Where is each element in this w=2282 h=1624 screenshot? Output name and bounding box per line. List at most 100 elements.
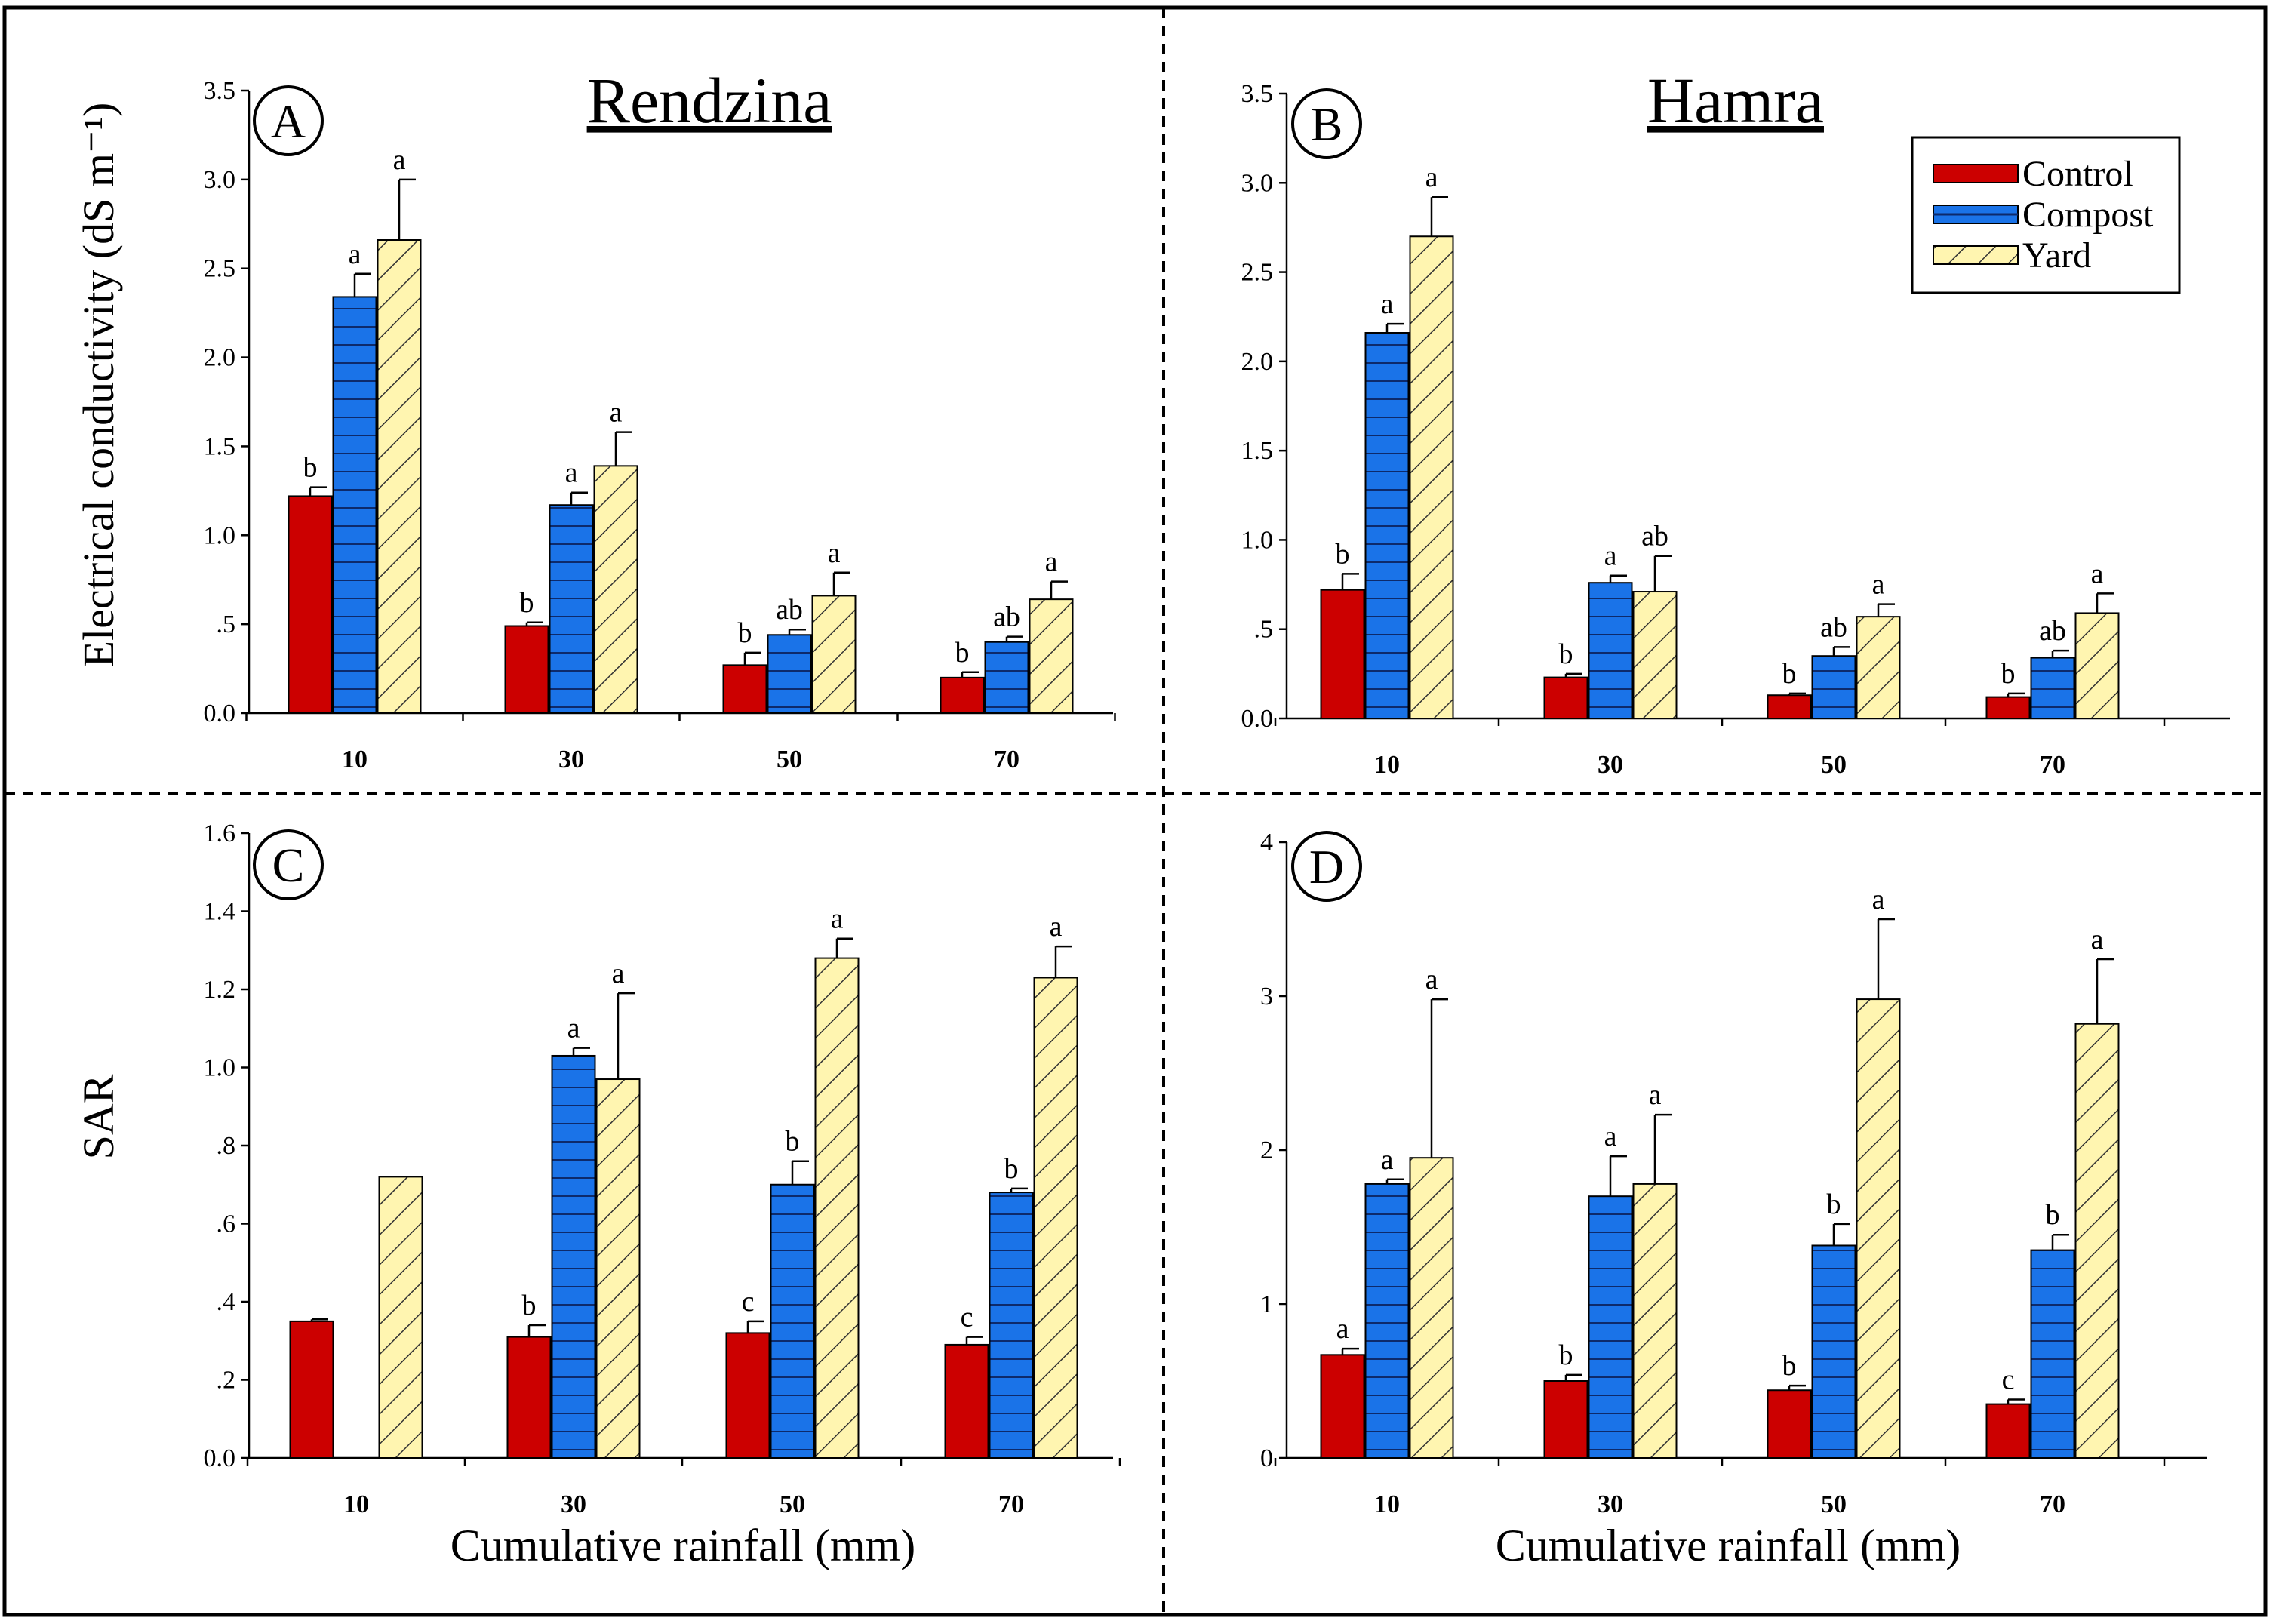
panel-b-text: B [1311, 97, 1343, 151]
significance-letter: a [1604, 540, 1617, 572]
bar-compost-10 [1364, 1183, 1410, 1459]
bar-compost-30 [1588, 1195, 1633, 1459]
bar-control-50 [725, 1332, 770, 1459]
bar-control-10 [1320, 589, 1365, 719]
significance-letter: a [1425, 161, 1438, 193]
bar-yard-30 [1632, 1183, 1678, 1459]
significance-letter: a [2091, 558, 2104, 589]
outer-frame [2, 5, 2268, 1617]
significance-letter: ab [993, 601, 1020, 633]
y-tick-label: 0.0 [204, 700, 236, 727]
y-tick-label: 1.2 [204, 976, 236, 1004]
bar-yard-50 [811, 595, 857, 715]
y-tick-label: 1.4 [204, 898, 236, 926]
significance-letter: a [349, 238, 361, 270]
bar-control-10 [288, 495, 333, 715]
panel-a-text: A [271, 94, 306, 148]
significance-letter: b [1559, 638, 1573, 670]
bar-compost-10 [1364, 332, 1410, 719]
plot-area: 0.0.51.01.52.02.53.03.510baa30baa50baba7… [204, 77, 2230, 1518]
significance-letter: a [610, 397, 623, 429]
bar-control-50 [1767, 1389, 1812, 1459]
y-tick-label: 2.5 [1241, 259, 1274, 287]
significance-letter: b [955, 637, 970, 669]
y-tick-label: 2.0 [204, 344, 236, 372]
significance-letter: b [1827, 1189, 1841, 1220]
significance-letter: ab [2039, 615, 2066, 647]
bar-compost-70 [2030, 1249, 2075, 1459]
bar-compost-10 [332, 296, 377, 714]
y-tick-label: 3 [1260, 983, 1273, 1010]
y-tick-label: 1.6 [204, 820, 236, 847]
bar-control-70 [1985, 1403, 2031, 1459]
y-tick-label: .8 [217, 1132, 236, 1160]
legend: Control Compost Yard [1911, 136, 2181, 294]
significance-letter: a [1381, 1144, 1394, 1176]
significance-letter: a [831, 903, 844, 935]
y-tick-label: 2 [1260, 1136, 1273, 1164]
y-tick-label: 0 [1260, 1444, 1273, 1472]
significance-letter: a [1872, 884, 1885, 915]
bar-yard-10 [1409, 1157, 1454, 1459]
y-tick-label: .2 [217, 1367, 236, 1395]
legend-label-control: Control [2022, 154, 2133, 194]
xlabel-c: Cumulative rainfall (mm) [451, 1521, 916, 1570]
x-tick-label: 50 [780, 1490, 805, 1518]
bar-compost-70 [989, 1192, 1034, 1459]
y-tick-label: .4 [217, 1288, 236, 1316]
x-tick-label: 70 [998, 1490, 1024, 1518]
y-tick-label: .5 [217, 611, 236, 638]
significance-letter: b [303, 452, 318, 484]
significance-letter: ab [1641, 521, 1668, 552]
panel-a: 0.0.51.01.52.02.53.03.510baa30baa50baba7… [204, 77, 1116, 774]
bar-control-50 [722, 664, 767, 714]
y-tick-label: 2.5 [204, 255, 236, 283]
y-tick-label: 1.5 [1241, 437, 1274, 465]
significance-letter: c [742, 1286, 755, 1318]
bar-yard-70 [2074, 1023, 2120, 1459]
bar-yard-10 [377, 239, 422, 714]
ylabel-sar: SAR [74, 1074, 123, 1159]
panel-a-label: A [253, 85, 324, 156]
title-rendzina: Rendzina [587, 64, 832, 137]
bar-compost-50 [770, 1183, 815, 1459]
bar-control-10 [289, 1320, 334, 1459]
significance-letter: a [1336, 1313, 1349, 1345]
significance-letter: a [1045, 546, 1058, 578]
x-tick-label: 50 [777, 746, 802, 774]
y-tick-label: 0.0 [1241, 705, 1274, 733]
x-tick-label: 70 [994, 746, 1020, 774]
legend-label-yard: Yard [2022, 235, 2091, 275]
x-tick-label: 10 [1374, 1490, 1400, 1518]
bar-yard-70 [1029, 598, 1074, 715]
y-tick-label: 3.0 [204, 166, 236, 194]
bar-yard-30 [595, 1078, 641, 1459]
y-tick-label: 2.0 [1241, 348, 1274, 376]
x-tick-label: 70 [2040, 1490, 2065, 1518]
y-tick-label: 3.5 [204, 77, 236, 105]
panel-c: 0.0 .2 .4 .6 .8 1.0 1.2 1.4 1.6 10 30 b a a 50 c b a 70 c b a [204, 820, 1121, 1518]
bar-control-50 [1767, 694, 1812, 720]
bar-yard-70 [2074, 612, 2120, 719]
significance-letter: b [520, 587, 534, 619]
significance-letter: ab [1820, 611, 1847, 643]
panel-c-label: C [253, 829, 324, 900]
y-tick-label: 1.0 [204, 1054, 236, 1082]
bar-compost-50 [1811, 655, 1856, 720]
x-tick-label: 30 [558, 746, 584, 774]
significance-letter: a [1604, 1121, 1617, 1152]
significance-letter: c [2002, 1364, 2015, 1395]
bar-yard-30 [593, 465, 638, 714]
bar-control-70 [944, 1343, 989, 1459]
significance-letter: b [1782, 658, 1797, 690]
y-tick-label: 0.0 [204, 1444, 236, 1472]
x-tick-label: 70 [2040, 751, 2065, 779]
significance-letter: a [1425, 964, 1438, 995]
x-tick-label: 30 [1598, 751, 1623, 779]
bar-control-70 [940, 676, 985, 714]
bar-yard-50 [814, 957, 860, 1459]
bar-compost-30 [1588, 582, 1633, 719]
y-tick-label: 1.5 [204, 432, 236, 460]
significance-letter: a [828, 537, 841, 569]
bar-control-10 [1320, 1354, 1365, 1459]
